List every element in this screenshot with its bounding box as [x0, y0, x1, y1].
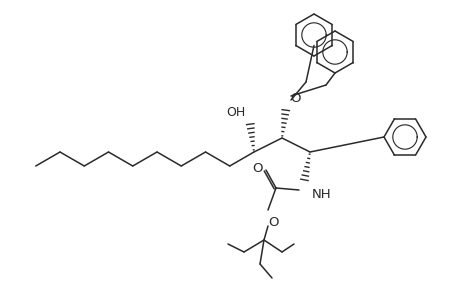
Text: O: O — [252, 161, 263, 175]
Text: O: O — [268, 215, 279, 229]
Text: O: O — [290, 92, 301, 104]
Text: NH: NH — [312, 188, 331, 200]
Text: OH: OH — [226, 106, 245, 118]
